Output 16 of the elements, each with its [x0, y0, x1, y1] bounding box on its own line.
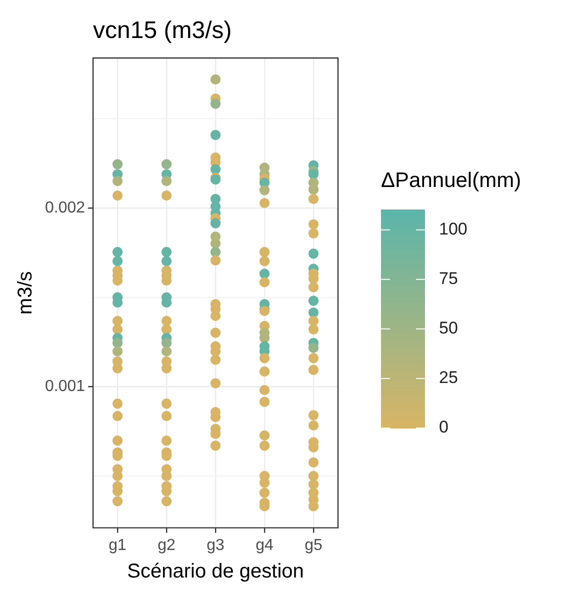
y-tick-label: 0.002	[44, 199, 86, 216]
x-tick-label: g4	[256, 536, 274, 554]
x-tick-label: g5	[304, 536, 323, 554]
x-tick-label: g3	[206, 536, 225, 554]
color-bar-label: 75	[439, 269, 458, 288]
color-bar-label: 50	[439, 318, 458, 338]
x-tick-label: g1	[108, 536, 127, 554]
x-axis-title: Scénario de gestion	[127, 560, 304, 583]
x-tick-label: g2	[158, 536, 176, 554]
y-tick-label: 0.001	[44, 378, 86, 396]
chart-title: vcn15 (m3/s)	[93, 17, 232, 44]
color-bar-label: 100	[439, 220, 468, 239]
y-axis-title: m3/s	[14, 271, 37, 315]
color-bar-label: 0	[439, 418, 448, 437]
color-bar-label: 25	[439, 368, 458, 388]
color-bar-title: ΔPannuel(mm)	[381, 169, 522, 192]
